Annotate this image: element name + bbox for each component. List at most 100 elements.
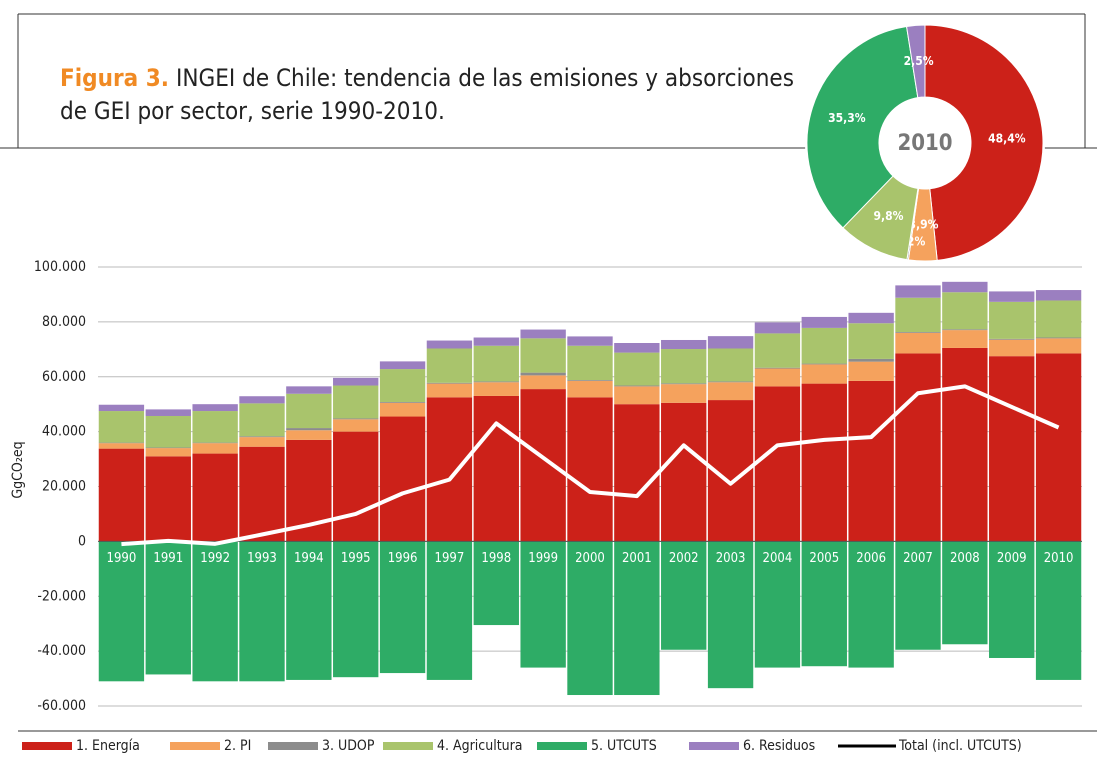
bar <box>333 541 379 678</box>
bar <box>333 385 379 419</box>
y-tick-label: 20.000 <box>42 479 86 495</box>
bar <box>989 339 1035 357</box>
bar <box>895 541 941 650</box>
bar <box>567 541 613 696</box>
bar <box>989 301 1035 339</box>
bar <box>145 447 191 449</box>
bar <box>379 416 426 542</box>
title-label: Figura 3. <box>60 64 169 92</box>
bar <box>520 372 566 376</box>
bar <box>895 332 941 333</box>
x-tick-label: 2006 <box>856 551 886 566</box>
legend-swatch <box>689 742 739 750</box>
bar <box>567 397 613 542</box>
bar <box>942 541 988 645</box>
bar <box>145 448 191 457</box>
pie-value-label: 35,3% <box>828 111 866 125</box>
bar <box>848 358 894 362</box>
title: INGEI de Chile: tendencia de las emision… <box>176 64 794 92</box>
bar <box>707 541 754 689</box>
bar <box>379 402 426 417</box>
legend-label: 4. Agricultura <box>437 738 523 754</box>
x-tick-label: 1994 <box>294 551 324 566</box>
bar <box>942 292 988 330</box>
bar <box>286 428 332 431</box>
bar <box>333 377 379 386</box>
legend-label: 5. UTCUTS <box>591 738 657 754</box>
pie-center-label: 2010 <box>897 131 952 156</box>
bar <box>707 336 754 349</box>
bar <box>1035 541 1082 680</box>
pie-value-label: 48,4% <box>988 131 1026 145</box>
bar <box>895 353 941 542</box>
y-axis-label: GgCO₂eq <box>10 441 26 498</box>
bar <box>989 291 1035 302</box>
bar <box>707 381 754 383</box>
bar <box>239 437 285 447</box>
bar <box>661 349 707 384</box>
bar <box>661 541 707 650</box>
legend-swatch <box>537 742 587 750</box>
bar <box>942 281 988 293</box>
bar <box>848 541 894 668</box>
bar <box>145 456 191 542</box>
bar <box>379 401 426 403</box>
bar <box>426 541 473 680</box>
bar <box>707 382 754 401</box>
bar <box>1035 290 1082 301</box>
x-tick-label: 1999 <box>528 551 558 566</box>
bar <box>801 327 847 364</box>
x-tick-label: 2010 <box>1044 551 1074 566</box>
x-tick-label: 1998 <box>481 551 511 566</box>
legend-swatch <box>268 742 318 750</box>
x-tick-label: 2009 <box>997 551 1027 566</box>
x-tick-label: 1995 <box>341 551 371 566</box>
y-tick-label: -20.000 <box>37 588 86 604</box>
bar <box>754 322 801 334</box>
bar <box>942 330 988 348</box>
legend-swatch <box>383 742 433 750</box>
x-tick-label: 1991 <box>153 551 183 566</box>
bar <box>614 385 660 387</box>
legend-label: 6. Residuos <box>743 738 815 754</box>
x-tick-label: 1992 <box>200 551 230 566</box>
pie-value-label: 2,5% <box>904 54 934 68</box>
x-tick-label: 2004 <box>763 551 793 566</box>
bar <box>895 332 941 354</box>
pie-value-label: 9,8% <box>874 209 904 223</box>
y-tick-label: -40.000 <box>37 643 86 659</box>
bar <box>426 340 473 349</box>
bar <box>567 380 613 398</box>
title: de GEI por sector, serie 1990-2010. <box>60 97 445 125</box>
bar <box>614 404 660 542</box>
bar <box>1035 353 1082 542</box>
bar <box>942 329 988 331</box>
bar <box>942 347 988 542</box>
bar <box>379 541 426 674</box>
pie-slice <box>806 25 919 229</box>
bar <box>98 448 145 542</box>
x-tick-label: 1993 <box>247 551 277 566</box>
bar <box>192 443 238 454</box>
bar <box>754 333 801 368</box>
bar <box>379 361 426 370</box>
x-tick-label: 2007 <box>903 551 933 566</box>
bar <box>333 419 379 432</box>
legend-label: 1. Energía <box>76 738 140 754</box>
bar <box>989 338 1035 340</box>
legend-label: Total (incl. UTCUTS) <box>898 738 1022 754</box>
bar <box>848 380 894 542</box>
x-tick-label: 2000 <box>575 551 605 566</box>
bar <box>520 541 566 668</box>
total-line <box>121 384 1060 547</box>
bar <box>848 361 894 381</box>
x-tick-label: 1996 <box>388 551 418 566</box>
bar <box>520 338 566 373</box>
bar <box>1035 300 1082 338</box>
bar <box>801 316 847 328</box>
bar <box>754 368 801 387</box>
bar <box>239 396 285 404</box>
bar <box>754 367 801 369</box>
bar <box>426 382 473 384</box>
x-tick-label: 1990 <box>107 551 137 566</box>
